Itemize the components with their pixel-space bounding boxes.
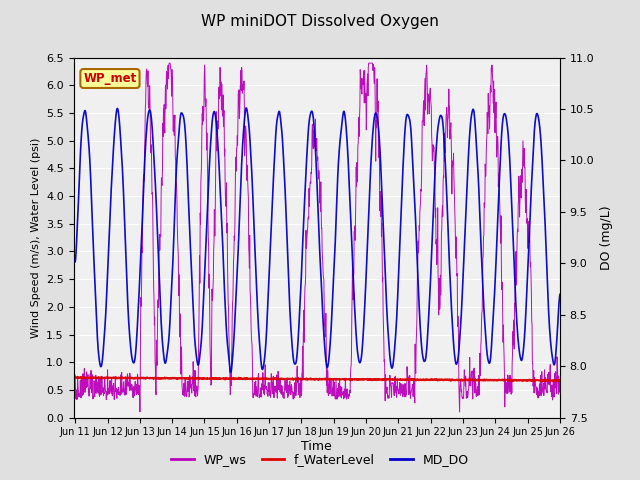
Y-axis label: Wind Speed (m/s), Water Level (psi): Wind Speed (m/s), Water Level (psi) <box>31 137 40 338</box>
Y-axis label: DO (mg/L): DO (mg/L) <box>600 205 613 270</box>
Text: WP miniDOT Dissolved Oxygen: WP miniDOT Dissolved Oxygen <box>201 14 439 29</box>
Legend: WP_ws, f_WaterLevel, MD_DO: WP_ws, f_WaterLevel, MD_DO <box>166 448 474 471</box>
Text: WP_met: WP_met <box>83 72 136 85</box>
X-axis label: Time: Time <box>301 440 332 453</box>
